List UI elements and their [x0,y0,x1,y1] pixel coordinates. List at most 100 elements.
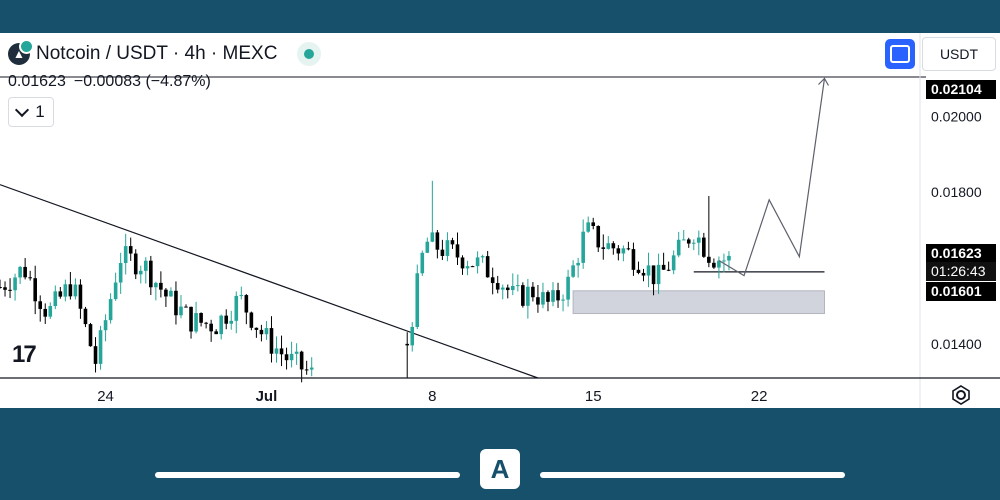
candle-body [691,242,696,244]
candle-body [244,295,249,313]
candle-body [702,237,706,257]
candle-body [621,248,626,254]
candle-body [38,301,43,309]
nav-bar-left [155,472,460,478]
candle-body [435,232,440,250]
candle-body [133,253,138,275]
symbol-legend[interactable]: ▲ Notcoin / USDT · 4h · MEXC [8,39,322,67]
price-change: −0.00083 (−4.87%) [73,73,211,90]
candle-body [712,262,716,268]
candle-body [18,266,22,278]
candle-body [516,285,520,287]
candle-body [179,306,183,316]
x-tick-label: 24 [97,388,114,405]
candle-body [601,247,606,249]
candle-body [656,264,661,285]
candle-body [259,329,264,335]
candle-body [681,239,686,241]
candle-body [495,283,500,290]
candle-body [128,246,133,254]
candle-body [199,313,203,323]
candle-body [83,308,88,325]
notcoin-icon: ▲ [8,39,34,65]
candle-body [626,248,631,250]
chevron-down-icon [15,102,30,117]
candle-body [299,351,304,370]
candle-body [73,284,78,297]
candle-body [676,239,681,256]
nav-bar-right [540,472,845,478]
candle-body [279,348,284,355]
candle-body [445,240,450,256]
candle-body [576,262,580,266]
indicator-collapse-button[interactable]: 1 [8,97,54,127]
price-label-target: 0.02104 [926,80,996,99]
candle-body [480,256,485,258]
app-logo[interactable]: A [480,449,520,489]
candle-body [536,297,540,305]
candle-body [113,282,118,300]
candle-body [707,256,711,263]
candle-body [169,290,173,297]
x-tick-label: 22 [751,388,768,405]
candle-body [194,313,198,332]
candle-body [727,255,731,261]
candle-body [470,266,475,268]
fullscreen-icon [890,45,910,63]
projection-arrowhead [818,77,830,86]
currency-selector[interactable]: USDT [922,37,996,71]
candle-body [239,295,244,297]
candle-body [224,315,229,324]
candle-body [671,255,676,271]
candle-body [143,260,148,271]
candle-body [269,328,274,354]
candle-body [611,243,616,249]
candle-body [450,240,455,245]
candle-body [430,232,435,242]
candle-body [264,328,269,335]
candle-body [591,222,596,226]
candle-body [526,286,530,306]
candle-body [475,257,480,267]
candle-body [108,299,113,321]
candle-body [606,243,611,249]
candle-body [440,249,445,256]
candle-body [304,369,309,371]
candle-body [415,273,420,327]
price-readout: 0.01623 −0.00083 (−4.87%) [8,73,211,91]
candle-body [118,263,123,283]
candle-body [420,252,425,274]
candle-body [571,265,575,277]
candle-body [722,260,726,262]
candle-body [154,282,158,288]
candle-body [616,248,621,254]
candle-body [566,276,570,300]
settings-icon[interactable] [951,385,971,405]
candle-body [123,246,128,264]
candle-body [28,277,32,279]
fullscreen-button[interactable] [885,39,915,69]
tradingview-logo[interactable]: 17 [12,341,37,368]
candle-body [184,306,188,308]
candle-body [405,343,410,346]
indicator-count: 1 [35,102,45,121]
candle-body [8,289,12,291]
projection-path [718,78,826,277]
candle-body [98,330,103,364]
candle-body [53,291,58,307]
candle-body [556,290,560,301]
last-price: 0.01623 [8,73,66,90]
candle-body [254,327,259,330]
candle-body [284,354,289,361]
candle-body [13,277,17,291]
candle-body [48,306,53,317]
candle-body [63,284,68,297]
candle-body [214,331,218,335]
candle-body [586,222,590,232]
candle-body [455,244,460,258]
candle-body [661,264,666,270]
candle-body [289,353,294,361]
candle-body [3,287,7,290]
